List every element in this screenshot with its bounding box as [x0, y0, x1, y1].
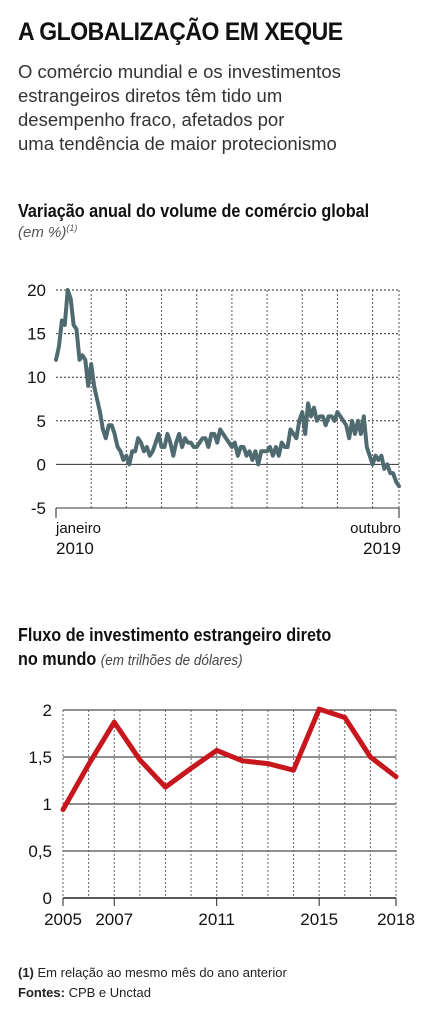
sources-text: CPB e Unctad [68, 985, 151, 1000]
trade-chart-grid [56, 289, 400, 509]
trade-chart-x-start-month: janeiro [55, 520, 101, 537]
subheadline-line: uma tendência de maior protecionismo [18, 133, 337, 154]
trade-chart-y-tick: 0 [37, 455, 46, 474]
trade-chart-title: Variação anual do volume de comércio glo… [18, 201, 370, 221]
fdi-chart-grid [62, 709, 397, 899]
trade-chart-unit-text: (em %) [18, 224, 67, 241]
fdi-chart-y-tick: 2 [43, 701, 52, 720]
trade-chart-x-end-month: outubro [350, 520, 401, 537]
fdi-chart-x-tick: 2018 [377, 910, 415, 929]
trade-chart-x-end-year: 2019 [363, 539, 401, 558]
fdi-chart-x-tick: 2007 [95, 910, 133, 929]
trade-chart-x-start-year: 2010 [56, 539, 94, 558]
trade-chart-y-tick: 15 [27, 325, 46, 344]
trade-chart-y-tick: 10 [27, 368, 46, 387]
fdi-chart-x-axis: 2005 2007 2011 2015 2018 [44, 898, 415, 929]
fdi-chart-x-tick: 2015 [300, 910, 338, 929]
trade-chart-footnote-ref: (1) [66, 223, 78, 233]
fdi-chart-y-tick: 1 [43, 795, 52, 814]
fdi-chart-title: Fluxo de investimento estrangeiro direto [18, 625, 332, 645]
headline: A GLOBALIZAÇÃO EM XEQUE [18, 18, 343, 46]
trade-chart-y-tick: 5 [37, 412, 46, 431]
fdi-chart-y-tick: 0,5 [28, 842, 52, 861]
subheadline: O comércio mundial e os investimentos es… [18, 60, 418, 156]
fdi-chart-title-line2: no mundo (em trilhões de dólares) [18, 647, 243, 673]
subheadline-line: desempenho fraco, afetados por [18, 109, 285, 130]
fdi-chart-x-tick: 2011 [198, 910, 235, 929]
footnotes: (1) Em relação ao mesmo mês do ano anter… [18, 963, 287, 1003]
trade-chart-y-tick: 20 [27, 281, 46, 300]
sources: Fontes: CPB e Unctad [18, 983, 287, 1003]
fdi-flow-chart: 2 1,5 1 0,5 0 2005 2007 2011 2015 2018 [28, 701, 415, 929]
footnote-marker: (1) [18, 965, 34, 980]
fdi-chart-y-tick: 1,5 [28, 748, 52, 767]
fdi-flow-line [60, 706, 399, 813]
trade-chart-y-tick: -5 [31, 499, 46, 518]
fdi-chart-y-tick: 0 [43, 889, 52, 908]
sources-label: Fontes: [18, 985, 65, 1000]
footnote-text: Em relação ao mesmo mês do ano anterior [37, 965, 287, 980]
trade-chart-unit: (em %)(1) [18, 223, 77, 241]
fdi-chart-y-axis: 2 1,5 1 0,5 0 [28, 701, 52, 908]
trade-volume-line [54, 288, 401, 489]
trade-chart-y-axis: 20 15 10 5 0 -5 [27, 281, 46, 518]
trade-volume-chart: 20 15 10 5 0 -5 janeiro 2010 outubro 2019 [27, 281, 401, 558]
footnote: (1) Em relação ao mesmo mês do ano anter… [18, 963, 287, 983]
fdi-chart-title-bold: no mundo [18, 649, 97, 669]
subheadline-line: estrangeiros diretos têm tido um [18, 85, 283, 106]
fdi-chart-unit: (em trilhões de dólares) [100, 652, 243, 669]
subheadline-line: O comércio mundial e os investimentos [18, 61, 341, 82]
fdi-chart-x-tick: 2005 [44, 910, 82, 929]
